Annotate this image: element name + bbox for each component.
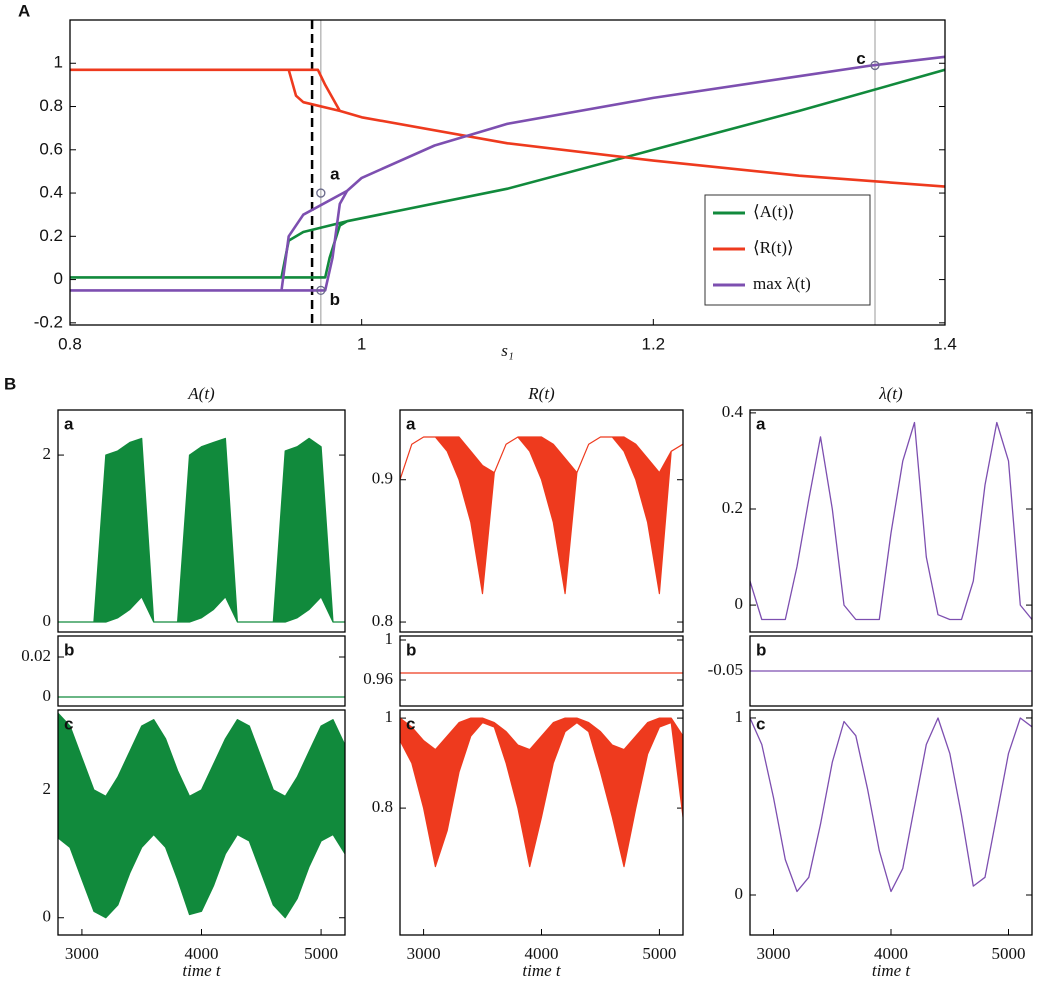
series-line [750,717,1032,893]
y-tick-label: 1 [385,707,394,726]
annotation-label: b [330,290,340,309]
x-tick-label: 5000 [642,944,676,963]
legend-label: ⟨A(t)⟩ [753,202,795,221]
y-tick-label: 0.2 [39,226,63,245]
y-tick-label: 1 [385,629,394,648]
y-tick-label: -0.2 [34,312,63,331]
column-title: λ(t) [878,384,903,403]
series-line [70,68,945,188]
y-tick-label: 0.8 [372,797,393,816]
x-tick-label: 3000 [757,944,791,963]
column-title: A(t) [187,384,215,403]
plot-frame [57,635,346,707]
subpanel-tag: c [756,714,765,733]
x-tick-label: 1 [357,334,366,353]
series-line [750,421,1032,621]
x-tick-label: 5000 [304,944,338,963]
plot-frame [69,19,946,326]
y-tick-label: 2 [43,444,52,463]
subpanel-tag: a [406,414,416,433]
y-tick-label: 0.9 [372,469,393,488]
y-tick-label: 0.96 [363,669,393,688]
x-tick-label: 3000 [407,944,441,963]
y-tick-label: 0.8 [39,96,63,115]
plot-frame [57,709,346,936]
x-tick-label: 4000 [874,944,908,963]
y-tick-label: 0.6 [39,139,63,158]
subpanel-tag: a [756,414,766,433]
annotation-point [316,188,326,198]
y-tick-label: 0 [43,686,52,705]
y-tick-label: -0.05 [708,660,743,679]
oscillation-band [58,437,345,623]
annotation-point [316,285,326,296]
subpanel-tag: b [406,640,416,659]
subpanel-tag: b [64,640,74,659]
x-tick-label: 5000 [992,944,1026,963]
oscillation-band [400,436,683,595]
plot-frame [399,709,684,936]
x-tick-label: 1.2 [642,334,666,353]
plot-frame [749,409,1033,633]
y-tick-label: 0.8 [372,611,393,630]
panel-label: A [18,1,30,20]
annotation-label: c [856,49,865,68]
oscillation-band [400,717,683,868]
subpanel-tag: b [756,640,766,659]
y-tick-label: 0 [43,907,52,926]
panel-label: B [4,374,16,393]
y-tick-label: 2 [43,779,52,798]
x-axis-label: time t [182,961,222,980]
annotation-label: a [330,165,340,184]
y-tick-label: 0 [735,884,744,903]
y-tick-label: 0.4 [722,402,744,421]
y-tick-label: 0.4 [39,183,63,202]
column-title: R(t) [527,384,555,403]
y-tick-label: 1 [735,707,744,726]
subpanel-tag: c [64,714,73,733]
legend-label: max λ(t) [753,274,811,293]
x-tick-label: 4000 [185,944,219,963]
subpanel-tag: a [64,414,74,433]
y-tick-label: 1 [54,53,63,72]
plot-frame [399,635,684,707]
y-tick-label: 0.02 [21,646,51,665]
x-axis-label: time t [522,961,562,980]
y-tick-label: 0 [54,269,63,288]
y-tick-label: 0.2 [722,498,743,517]
series-line [70,55,945,292]
annotation-point [870,60,880,71]
y-tick-label: 0 [43,611,52,630]
plot-frame [57,409,346,633]
x-tick-label: 3000 [65,944,99,963]
plot-frame [749,709,1033,936]
plot-frame [749,635,1033,707]
legend-label: ⟨R(t)⟩ [753,238,794,257]
plot-frame [399,409,684,633]
x-tick-label: 0.8 [58,334,82,353]
subpanel-tag: c [406,714,415,733]
x-axis-label: time t [872,961,912,980]
x-tick-label: 4000 [525,944,559,963]
x-axis-label: s₁ [501,341,514,360]
x-tick-label: 1.4 [933,334,957,353]
y-tick-label: 0 [735,594,744,613]
oscillation-band [58,712,345,919]
